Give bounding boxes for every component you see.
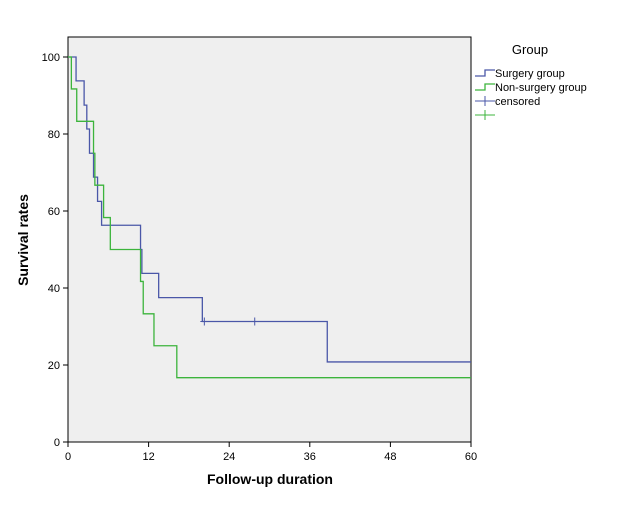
legend-label: Non-surgery group [495, 82, 587, 94]
legend-label: Surgery group [495, 68, 565, 80]
legend: Group Surgery group Non-surgery group cens… [475, 42, 587, 120]
y-tick-label: 100 [42, 52, 60, 64]
censor-mark [250, 317, 259, 326]
x-axis-title: Follow-up duration [207, 471, 333, 487]
series-line [68, 56, 471, 363]
legend-swatch [475, 69, 495, 77]
legend-label: censored [495, 96, 540, 108]
legend-censor-swatch [475, 96, 495, 106]
x-tick-label: 60 [465, 451, 477, 463]
x-tick-label: 24 [223, 451, 235, 463]
y-tick-label: 0 [54, 437, 60, 449]
y-axis-title: Survival rates [15, 194, 31, 286]
y-axis: 0 20 40 60 80 100 [42, 52, 68, 449]
x-tick-label: 0 [65, 451, 71, 463]
series-layer [68, 56, 471, 379]
censor-mark [200, 317, 209, 326]
legend-censor-swatch [475, 110, 495, 120]
y-tick-label: 60 [48, 206, 60, 218]
x-tick-label: 12 [142, 451, 154, 463]
y-tick-label: 40 [48, 283, 60, 295]
y-tick-label: 20 [48, 360, 60, 372]
series-line [68, 56, 471, 379]
x-axis: 0 12 24 36 48 60 [65, 442, 477, 463]
legend-title: Group [512, 42, 548, 57]
plot-background [67, 36, 472, 443]
x-tick-label: 48 [384, 451, 396, 463]
x-tick-label: 36 [304, 451, 316, 463]
legend-swatch [475, 83, 495, 91]
y-tick-label: 80 [48, 129, 60, 141]
